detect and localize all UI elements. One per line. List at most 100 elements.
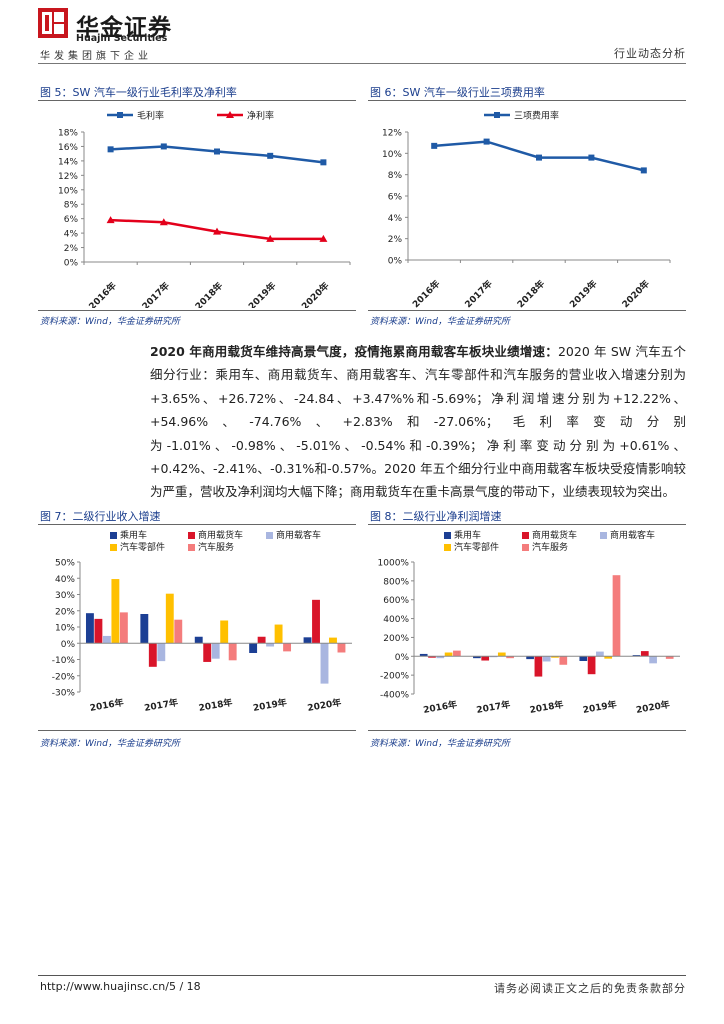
fig7-legend-swatch (110, 532, 117, 539)
fig6-x-tick-label: 2019年 (567, 278, 600, 308)
fig7-bar (303, 637, 312, 644)
fig6-legend-marker (494, 112, 500, 118)
fig5-legend-marker (117, 112, 123, 118)
fig7-bar (165, 593, 174, 644)
fig6-data-point (640, 167, 647, 174)
fig6-title: 图 6：SW 汽车一级行业三项费用率 (370, 86, 545, 99)
brand-name-cn: 华金证券 (76, 15, 172, 41)
fig8-y-tick-label: 800% (383, 577, 409, 587)
fig6-y-tick-label: 2% (388, 235, 403, 245)
fig5-y-tick-label: 0% (64, 259, 79, 269)
fig7-bar (140, 614, 149, 644)
fig8-bar (559, 656, 568, 665)
fig7-legend-label: 商用载货车 (198, 529, 243, 541)
fig5-y-tick-label: 12% (58, 172, 78, 182)
fig5-y-tick-label: 4% (64, 230, 79, 240)
fig8-bar (506, 656, 514, 659)
fig8-bar (604, 656, 613, 659)
fig8-legend-label: 商用载货车 (532, 529, 577, 541)
fig5-y-tick-label: 6% (64, 215, 79, 225)
fig5-data-point (319, 234, 328, 242)
fig5-data-point (106, 216, 115, 224)
fig8-bar (428, 656, 436, 658)
fig8-y-tick-label: 0% (395, 653, 410, 663)
fig5-title-rule (38, 100, 356, 101)
fig6-data-point (588, 154, 595, 161)
fig7-bar (220, 620, 229, 644)
fig8-y-tick-label: -200% (380, 672, 409, 682)
fig6-y-tick-label: 6% (388, 193, 403, 203)
fig8-bar (587, 656, 596, 675)
fig6-data-point (536, 154, 542, 161)
fig8-bar (542, 656, 551, 662)
fig7-bottom-rule (38, 730, 356, 731)
fig7-y-tick-label: -10% (52, 656, 76, 666)
paragraph-text: 2020 年 SW 汽车五个细分行业：乘用车、商用载货车、商用载客车、汽车零部件… (150, 344, 686, 500)
fig5-y-tick-label: 10% (58, 186, 78, 196)
fig7-legend-swatch (110, 544, 117, 551)
fig8-legend-label: 乘用车 (454, 529, 481, 541)
fig7-bar (274, 624, 283, 644)
fig5-data-point (267, 152, 274, 159)
fig5-x-tick-label: 2016年 (86, 280, 119, 308)
fig7-bar (266, 643, 275, 647)
fig7-y-tick-label: 20% (55, 607, 75, 617)
fig6-y-tick-label: 8% (388, 171, 403, 181)
fig7-y-tick-label: 40% (55, 575, 75, 585)
fig5-data-point (107, 146, 114, 153)
fig7-bar (85, 613, 94, 644)
fig5-x-tick-label: 2018年 (193, 280, 226, 308)
fig8-bar (497, 652, 506, 657)
fig7-bar (329, 637, 337, 644)
brand-name-en: Huajin Securities (76, 33, 168, 44)
fig7-bar (94, 618, 103, 644)
fig8-bar (453, 650, 461, 657)
fig8-legend-swatch (444, 544, 451, 551)
fig8-legend-label: 汽车零部件 (454, 541, 499, 553)
fig7-bar (157, 643, 166, 662)
fig6-y-tick-label: 10% (382, 150, 402, 160)
fig5-legend-label: 净利率 (247, 110, 274, 122)
fig5-source: 资料来源：Wind，华金证券研究所 (40, 317, 180, 327)
fig5-data-point (214, 148, 220, 155)
fig6-bottom-rule (368, 310, 686, 311)
paragraph-lead: 2020 年商用载货车维持高景气度，疫情拖累商用载客车板块业绩增速： (150, 344, 558, 359)
fig8-chart: 乘用车 商用载货车 商用载客车 汽车零部件 汽车服务 -400% -200% 0% 200% 40… (368, 526, 686, 732)
header-divider (38, 63, 686, 64)
fig7-y-tick-label: 30% (55, 591, 75, 601)
fig7-y-tick-label: -20% (52, 672, 76, 682)
fig6-y-tick-label: 4% (388, 214, 403, 224)
fig7-x-tick-label: 2019年 (252, 696, 288, 714)
fig8-title: 图 8：二级行业净利润增速 (370, 510, 502, 523)
fig7-x-tick-label: 2020年 (306, 696, 342, 714)
fig6-legend-label: 三项费用率 (514, 110, 559, 122)
fig7-bar (211, 643, 220, 659)
fig7-bar (320, 643, 329, 684)
footer-disclaimer: 请务必阅读正文之后的免责条款部分 (494, 982, 686, 995)
fig8-y-tick-label: 400% (383, 615, 409, 625)
fig8-x-tick-label: 2020年 (635, 698, 671, 716)
fig5-data-point (266, 234, 275, 242)
fig5-data-point (160, 143, 167, 150)
fig6-chart: 0% 2% 4% 6% 8% 10% 12% 2016年 2017年 2018年 2019年 2020… (368, 104, 686, 312)
footer-divider (38, 975, 686, 976)
fig8-legend-swatch (522, 544, 529, 551)
fig5-data-point (320, 159, 327, 166)
fig8-bar (649, 656, 657, 664)
fig5-x-tick-label: 2019年 (246, 280, 279, 308)
fig6-title-rule (368, 100, 686, 101)
fig7-bar (102, 635, 111, 644)
fig5-title: 图 5：SW 汽车一级行业毛利率及净利率 (40, 86, 237, 99)
footer-url[interactable]: http://www.huajinsc.cn/5 / 18 (40, 980, 201, 993)
fig7-bar (111, 579, 120, 644)
fig8-legend-label: 商用载客车 (610, 529, 655, 541)
fig8-bar (612, 575, 621, 657)
fig5-legend-marker (226, 111, 234, 118)
fig7-y-tick-label: -30% (52, 689, 76, 699)
fig8-bar (473, 656, 481, 659)
fig7-legend-swatch (266, 532, 273, 539)
fig7-legend-label: 汽车零部件 (120, 541, 165, 553)
fig7-legend-swatch (188, 532, 195, 539)
fig8-y-tick-label: 1000% (378, 559, 410, 569)
fig8-bar (481, 656, 490, 661)
